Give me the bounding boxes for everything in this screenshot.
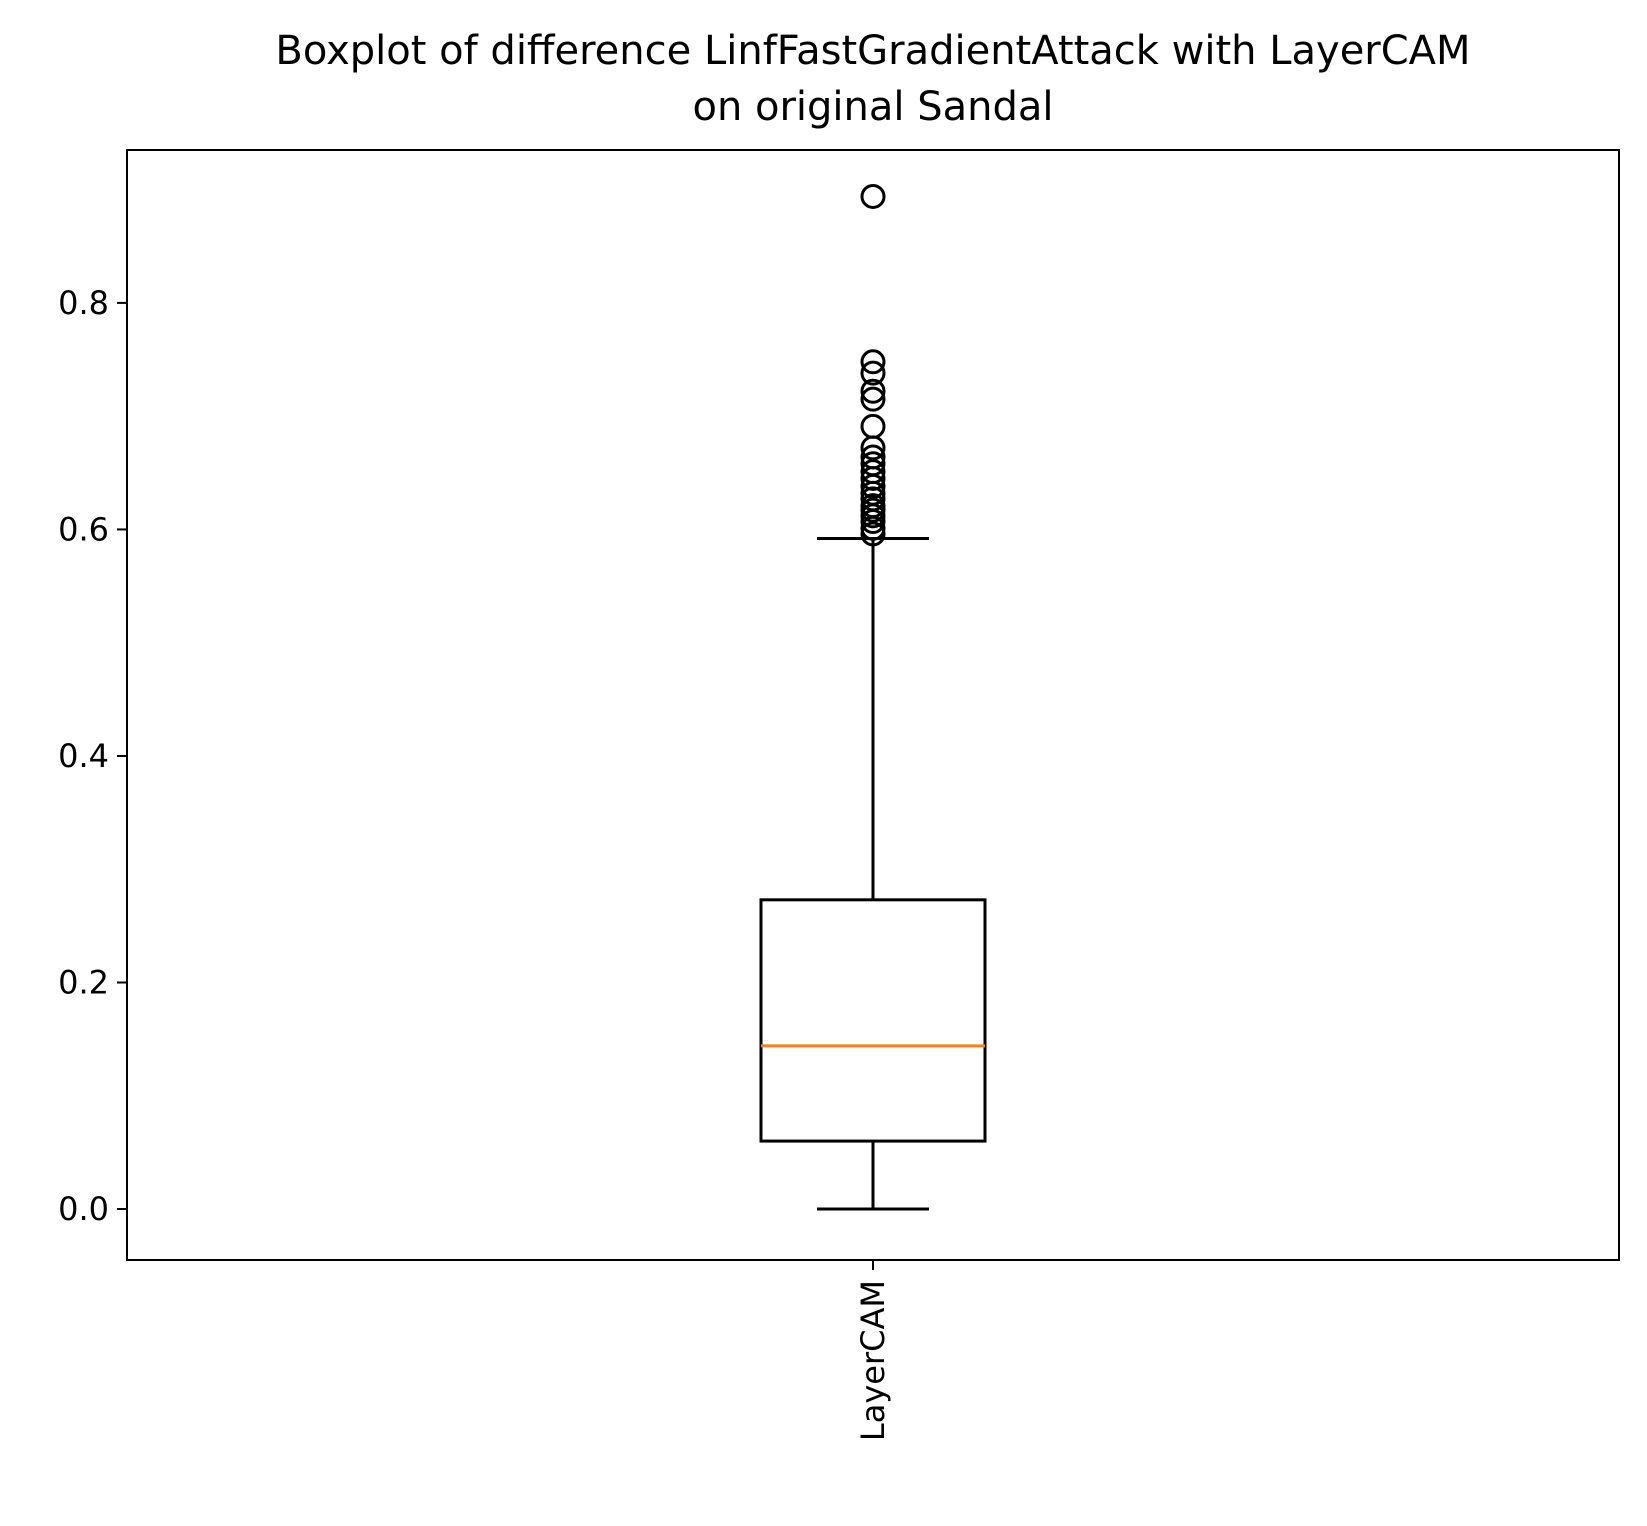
y-tick-label-0: 0.0	[58, 1190, 109, 1228]
outlier-point-1	[860, 349, 886, 375]
outlier-point-4	[860, 386, 886, 412]
outlier-point-6	[860, 435, 886, 461]
x-tick-label-0: LayerCAM	[854, 1280, 892, 1441]
outlier-point-11	[860, 473, 886, 499]
y-tick-label-3: 0.6	[58, 510, 109, 548]
iqr-box	[759, 898, 987, 1143]
chart-title-line-2: on original Sandal	[692, 84, 1053, 130]
outlier-point-3	[860, 378, 886, 404]
outlier-point-5	[860, 413, 886, 439]
outlier-point-17	[860, 509, 886, 535]
y-tick-label-1: 0.2	[58, 964, 109, 1002]
y-tick-label-4: 0.8	[58, 284, 109, 322]
outlier-point-19	[860, 521, 886, 547]
outlier-point-10	[860, 465, 886, 491]
outlier-point-2	[860, 360, 886, 386]
plot-area	[759, 183, 987, 1211]
chart-title-line-1: Boxplot of difference LinfFastGradientAt…	[275, 28, 1470, 74]
y-tick-label-2: 0.4	[58, 737, 109, 775]
outlier-point-0	[860, 183, 886, 209]
